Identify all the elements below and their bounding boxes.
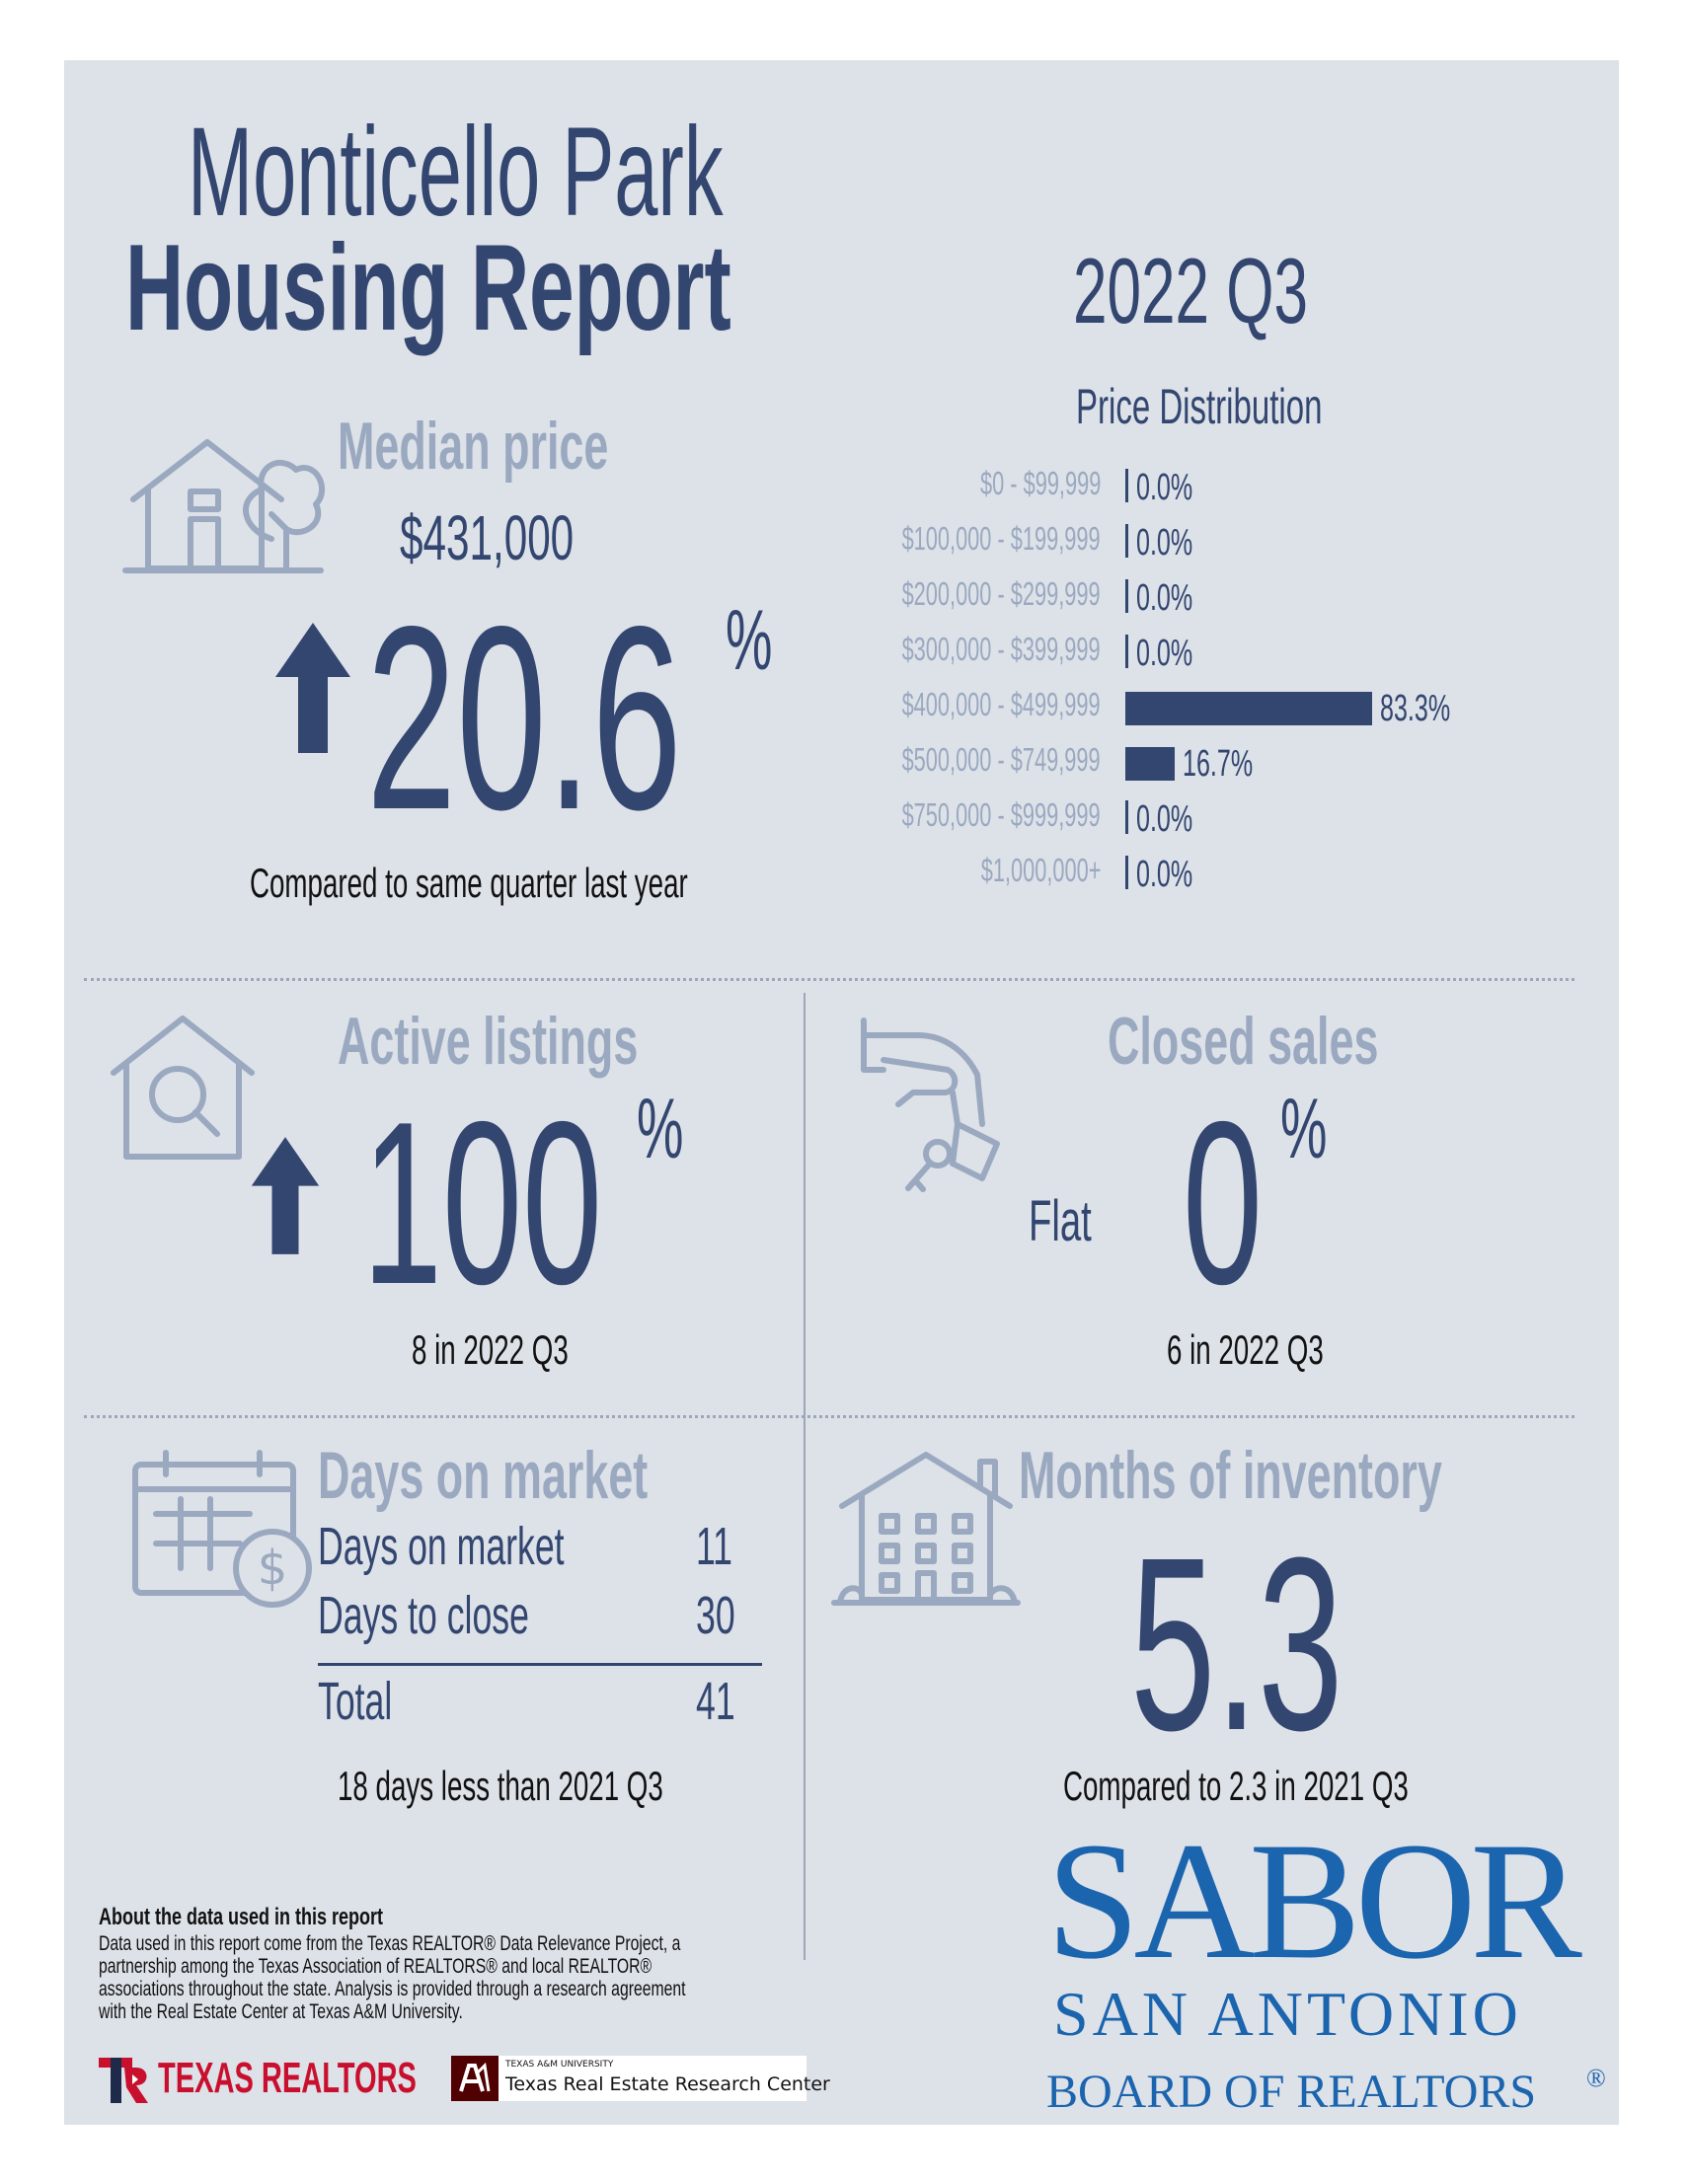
about-line-4: with the Real Estate Center at Texas A&M… bbox=[99, 2000, 463, 2023]
about-line-1: Data used in this report come from the T… bbox=[99, 1932, 681, 1955]
sabor-registered-mark: ® bbox=[1586, 2064, 1606, 2092]
distribution-row: $0 - $99,999 0.0% bbox=[64, 465, 1619, 508]
distribution-value: 83.3% bbox=[1379, 688, 1451, 729]
distribution-bar bbox=[1125, 469, 1128, 502]
house-tree-icon bbox=[122, 439, 325, 573]
distribution-row: $500,000 - $749,999 16.7% bbox=[64, 741, 1619, 785]
median-price-value: $431,000 bbox=[400, 502, 575, 573]
texas-realtors-logo: TEXAS REALTORS bbox=[158, 2054, 417, 2102]
divider-2 bbox=[84, 1415, 1574, 1418]
distribution-row: $400,000 - $499,999 83.3% bbox=[64, 686, 1619, 729]
distribution-row: $300,000 - $399,999 0.0% bbox=[64, 631, 1619, 674]
distribution-bar bbox=[1125, 856, 1128, 889]
distribution-label: $300,000 - $399,999 bbox=[901, 631, 1101, 667]
house-search-icon bbox=[111, 1016, 255, 1160]
days-on-market-note: 18 days less than 2021 Q3 bbox=[338, 1763, 663, 1809]
distribution-label: $400,000 - $499,999 bbox=[901, 686, 1101, 722]
hand-key-icon bbox=[861, 1017, 1000, 1192]
divider-1 bbox=[84, 978, 1574, 981]
distribution-label: $200,000 - $299,999 bbox=[901, 575, 1101, 612]
months-inventory-title: Months of inventory bbox=[1019, 1438, 1442, 1513]
distribution-value: 0.0% bbox=[1136, 522, 1193, 564]
median-price-percent: % bbox=[726, 593, 773, 688]
price-distribution-title: Price Distribution bbox=[1076, 379, 1323, 434]
distribution-row: $100,000 - $199,999 0.0% bbox=[64, 520, 1619, 564]
sabor-logo-mark: SABOR bbox=[1046, 1808, 1582, 1994]
active-listings-title: Active listings bbox=[338, 1004, 639, 1079]
arrow-up-icon bbox=[251, 1137, 320, 1254]
report-panel: Monticello Park Housing Report 2022 Q3 P… bbox=[64, 60, 1619, 2125]
tamu-small-text: TEXAS A&M UNIVERSITY bbox=[505, 2060, 614, 2070]
sabor-line-2: BOARD OF REALTORS bbox=[1046, 2066, 1537, 2118]
closed-sales-title: Closed sales bbox=[1108, 1004, 1379, 1079]
distribution-bar bbox=[1125, 692, 1372, 725]
total-label: Total bbox=[318, 1672, 393, 1731]
distribution-label: $500,000 - $749,999 bbox=[901, 741, 1101, 778]
apartment-building-icon bbox=[831, 1452, 1021, 1606]
dom-row-label: Days on market bbox=[318, 1517, 565, 1576]
calendar-dollar-icon: $ bbox=[132, 1450, 312, 1608]
distribution-label: $750,000 - $999,999 bbox=[901, 796, 1101, 833]
tamu-logo: TEXAS A&M UNIVERSITY Texas Real Estate R… bbox=[451, 2056, 830, 2101]
dtc-row-value: 30 bbox=[696, 1586, 735, 1645]
distribution-label: $100,000 - $199,999 bbox=[901, 520, 1101, 557]
about-body: Data used in this report come from the T… bbox=[99, 1932, 882, 2023]
distribution-row: $200,000 - $299,999 0.0% bbox=[64, 575, 1619, 619]
closed-sales-direction: Flat bbox=[1029, 1189, 1092, 1253]
active-listings-change: 100 bbox=[362, 1073, 603, 1332]
tamu-center-text: Texas Real Estate Research Center bbox=[505, 2073, 830, 2095]
distribution-value: 0.0% bbox=[1136, 798, 1193, 840]
active-listings-note: 8 in 2022 Q3 bbox=[412, 1326, 569, 1373]
closed-sales-note: 6 in 2022 Q3 bbox=[1167, 1326, 1324, 1373]
days-on-market-title: Days on market bbox=[318, 1438, 649, 1513]
title-line-1: Monticello Park bbox=[188, 102, 724, 243]
price-distribution-chart: $0 - $99,999 0.0% $100,000 - $199,999 0.0% $… bbox=[64, 465, 1619, 895]
distribution-label: $0 - $99,999 bbox=[979, 465, 1101, 501]
distribution-row: $750,000 - $999,999 0.0% bbox=[64, 796, 1619, 840]
distribution-bar bbox=[1125, 635, 1128, 668]
distribution-bar bbox=[1125, 579, 1128, 613]
dollar-glyph: $ bbox=[258, 1541, 288, 1596]
total-rule bbox=[318, 1663, 762, 1666]
about-heading: About the data used in this report bbox=[99, 1904, 384, 1930]
sabor-line-1: SAN ANTONIO bbox=[1053, 1979, 1522, 2049]
distribution-bar bbox=[1125, 524, 1128, 558]
vertical-divider bbox=[804, 993, 806, 1960]
closed-sales-percent: % bbox=[1280, 1082, 1328, 1176]
active-listings-percent: % bbox=[637, 1082, 684, 1176]
median-price-note: Compared to same quarter last year bbox=[250, 860, 688, 906]
distribution-bar bbox=[1125, 747, 1176, 781]
median-price-title: Median price bbox=[338, 409, 609, 484]
distribution-value: 16.7% bbox=[1183, 743, 1254, 785]
distribution-value: 0.0% bbox=[1136, 467, 1193, 508]
distribution-value: 0.0% bbox=[1136, 633, 1193, 674]
months-inventory-note: Compared to 2.3 in 2021 Q3 bbox=[1063, 1763, 1409, 1809]
arrow-up-icon bbox=[275, 623, 350, 753]
total-value: 41 bbox=[696, 1672, 735, 1731]
title-line-2: Housing Report bbox=[125, 220, 731, 356]
closed-sales-change: 0 bbox=[1183, 1073, 1264, 1332]
about-line-2: partnership among the Texas Association … bbox=[99, 1955, 652, 1978]
distribution-value: 0.0% bbox=[1136, 577, 1193, 619]
dtc-row-label: Days to close bbox=[318, 1586, 529, 1645]
distribution-value: 0.0% bbox=[1136, 854, 1193, 895]
dom-row-value: 11 bbox=[696, 1517, 733, 1576]
about-line-3: associations throughout the state. Analy… bbox=[99, 1978, 686, 2000]
distribution-row: $1,000,000+ 0.0% bbox=[64, 852, 1619, 895]
months-inventory-value: 5.3 bbox=[1130, 1506, 1343, 1781]
texas-realtors-mark-icon bbox=[99, 2058, 148, 2103]
quarter-label: 2022 Q3 bbox=[1073, 239, 1309, 342]
distribution-bar bbox=[1125, 800, 1128, 834]
tamu-mark-icon bbox=[451, 2056, 499, 2101]
median-price-change: 20.6 bbox=[366, 572, 682, 865]
distribution-label: $1,000,000+ bbox=[980, 852, 1101, 888]
